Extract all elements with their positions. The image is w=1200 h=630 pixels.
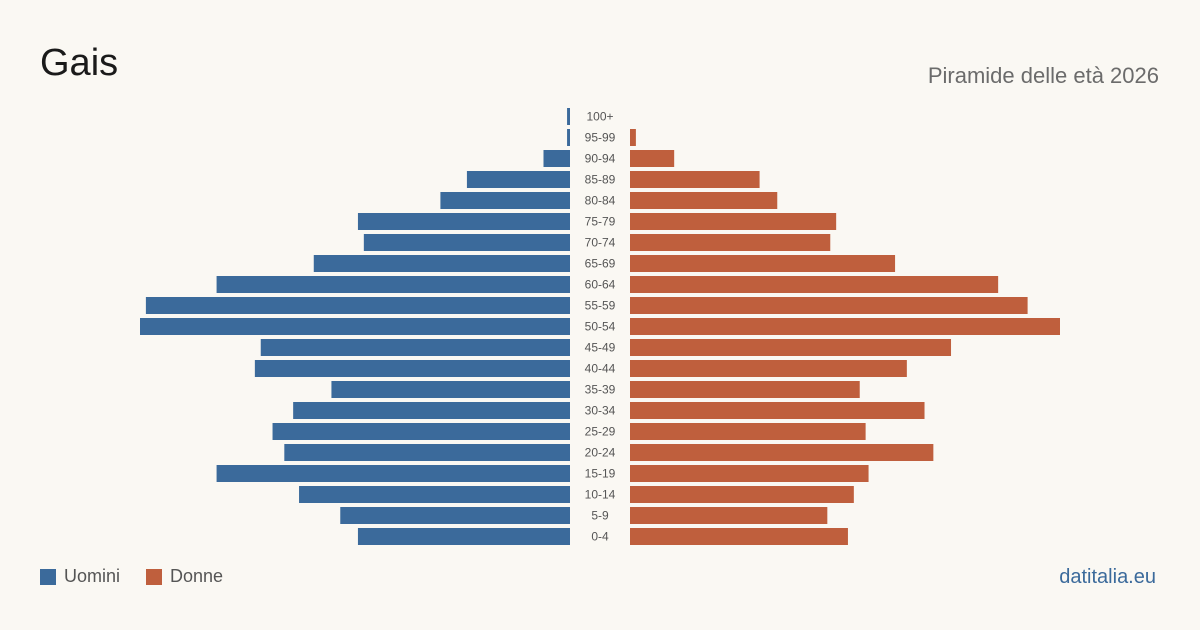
bar-donne-10-14	[630, 486, 854, 503]
age-label-0-4: 0-4	[591, 530, 609, 544]
bar-donne-60-64	[630, 276, 999, 293]
bar-donne-30-34	[630, 402, 925, 419]
age-label-5-9: 5-9	[591, 509, 609, 523]
bar-uomini-50-54	[140, 318, 570, 335]
bar-donne-40-44	[630, 360, 907, 377]
age-label-95-99: 95-99	[585, 131, 616, 145]
bar-uomini-25-29	[272, 423, 570, 440]
legend-swatch-uomini	[40, 568, 56, 585]
bar-uomini-0-4	[357, 528, 570, 545]
bar-uomini-90-94	[543, 150, 570, 167]
bar-uomini-5-9	[340, 507, 570, 524]
bar-uomini-30-34	[293, 402, 570, 419]
age-label-25-29: 25-29	[585, 425, 616, 439]
age-label-30-34: 30-34	[585, 404, 616, 418]
age-label-45-49: 45-49	[585, 341, 616, 355]
bar-uomini-60-64	[216, 276, 570, 293]
bar-donne-90-94	[630, 150, 675, 167]
legend-label-donne: Donne	[170, 566, 224, 586]
bar-donne-80-84	[630, 192, 778, 209]
legend-swatch-donne	[146, 568, 163, 585]
brand-link[interactable]: datitalia.eu	[1059, 566, 1156, 588]
age-label-75-79: 75-79	[585, 215, 616, 229]
age-label-20-24: 20-24	[585, 446, 616, 460]
age-label-10-14: 10-14	[585, 488, 616, 502]
bar-uomini-100plus	[567, 108, 570, 125]
bar-uomini-55-59	[145, 297, 570, 314]
bar-uomini-70-74	[363, 234, 570, 251]
legend-label-uomini: Uomini	[64, 566, 121, 586]
age-label-50-54: 50-54	[585, 320, 616, 334]
page-title: Gais	[40, 42, 119, 84]
age-label-40-44: 40-44	[585, 362, 616, 376]
chart-legend: Uomini Donne	[40, 566, 249, 587]
bar-donne-70-74	[630, 234, 831, 251]
age-label-65-69: 65-69	[585, 257, 616, 271]
bar-donne-15-19	[630, 465, 869, 482]
age-label-55-59: 55-59	[585, 299, 616, 313]
bar-donne-95-99	[630, 129, 636, 146]
bar-uomini-10-14	[299, 486, 570, 503]
bar-donne-0-4	[630, 528, 848, 545]
age-label-100plus: 100+	[586, 110, 613, 124]
legend-item-uomini: Uomini	[40, 566, 120, 587]
bar-uomini-80-84	[440, 192, 570, 209]
bar-uomini-45-49	[260, 339, 570, 356]
bar-donne-50-54	[630, 318, 1060, 335]
bar-donne-75-79	[630, 213, 837, 230]
bar-uomini-15-19	[216, 465, 570, 482]
bar-donne-35-39	[630, 381, 860, 398]
bar-donne-20-24	[630, 444, 934, 461]
bar-uomini-75-79	[357, 213, 570, 230]
bar-uomini-65-69	[313, 255, 570, 272]
bar-uomini-95-99	[567, 129, 570, 146]
age-label-35-39: 35-39	[585, 383, 616, 397]
bar-uomini-35-39	[331, 381, 570, 398]
age-label-15-19: 15-19	[585, 467, 616, 481]
bar-uomini-85-89	[466, 171, 570, 188]
bar-uomini-40-44	[254, 360, 570, 377]
bar-donne-85-89	[630, 171, 760, 188]
age-label-80-84: 80-84	[585, 194, 616, 208]
chart-subtitle: Piramide delle età 2026	[927, 63, 1159, 88]
age-label-90-94: 90-94	[585, 152, 616, 166]
legend-item-donne: Donne	[146, 566, 223, 587]
bar-uomini-20-24	[284, 444, 570, 461]
bar-donne-65-69	[630, 255, 896, 272]
bar-donne-5-9	[630, 507, 828, 524]
bar-donne-25-29	[630, 423, 866, 440]
age-label-70-74: 70-74	[585, 236, 616, 250]
bar-donne-55-59	[630, 297, 1028, 314]
age-label-85-89: 85-89	[585, 173, 616, 187]
bar-donne-45-49	[630, 339, 952, 356]
age-label-60-64: 60-64	[585, 278, 616, 292]
